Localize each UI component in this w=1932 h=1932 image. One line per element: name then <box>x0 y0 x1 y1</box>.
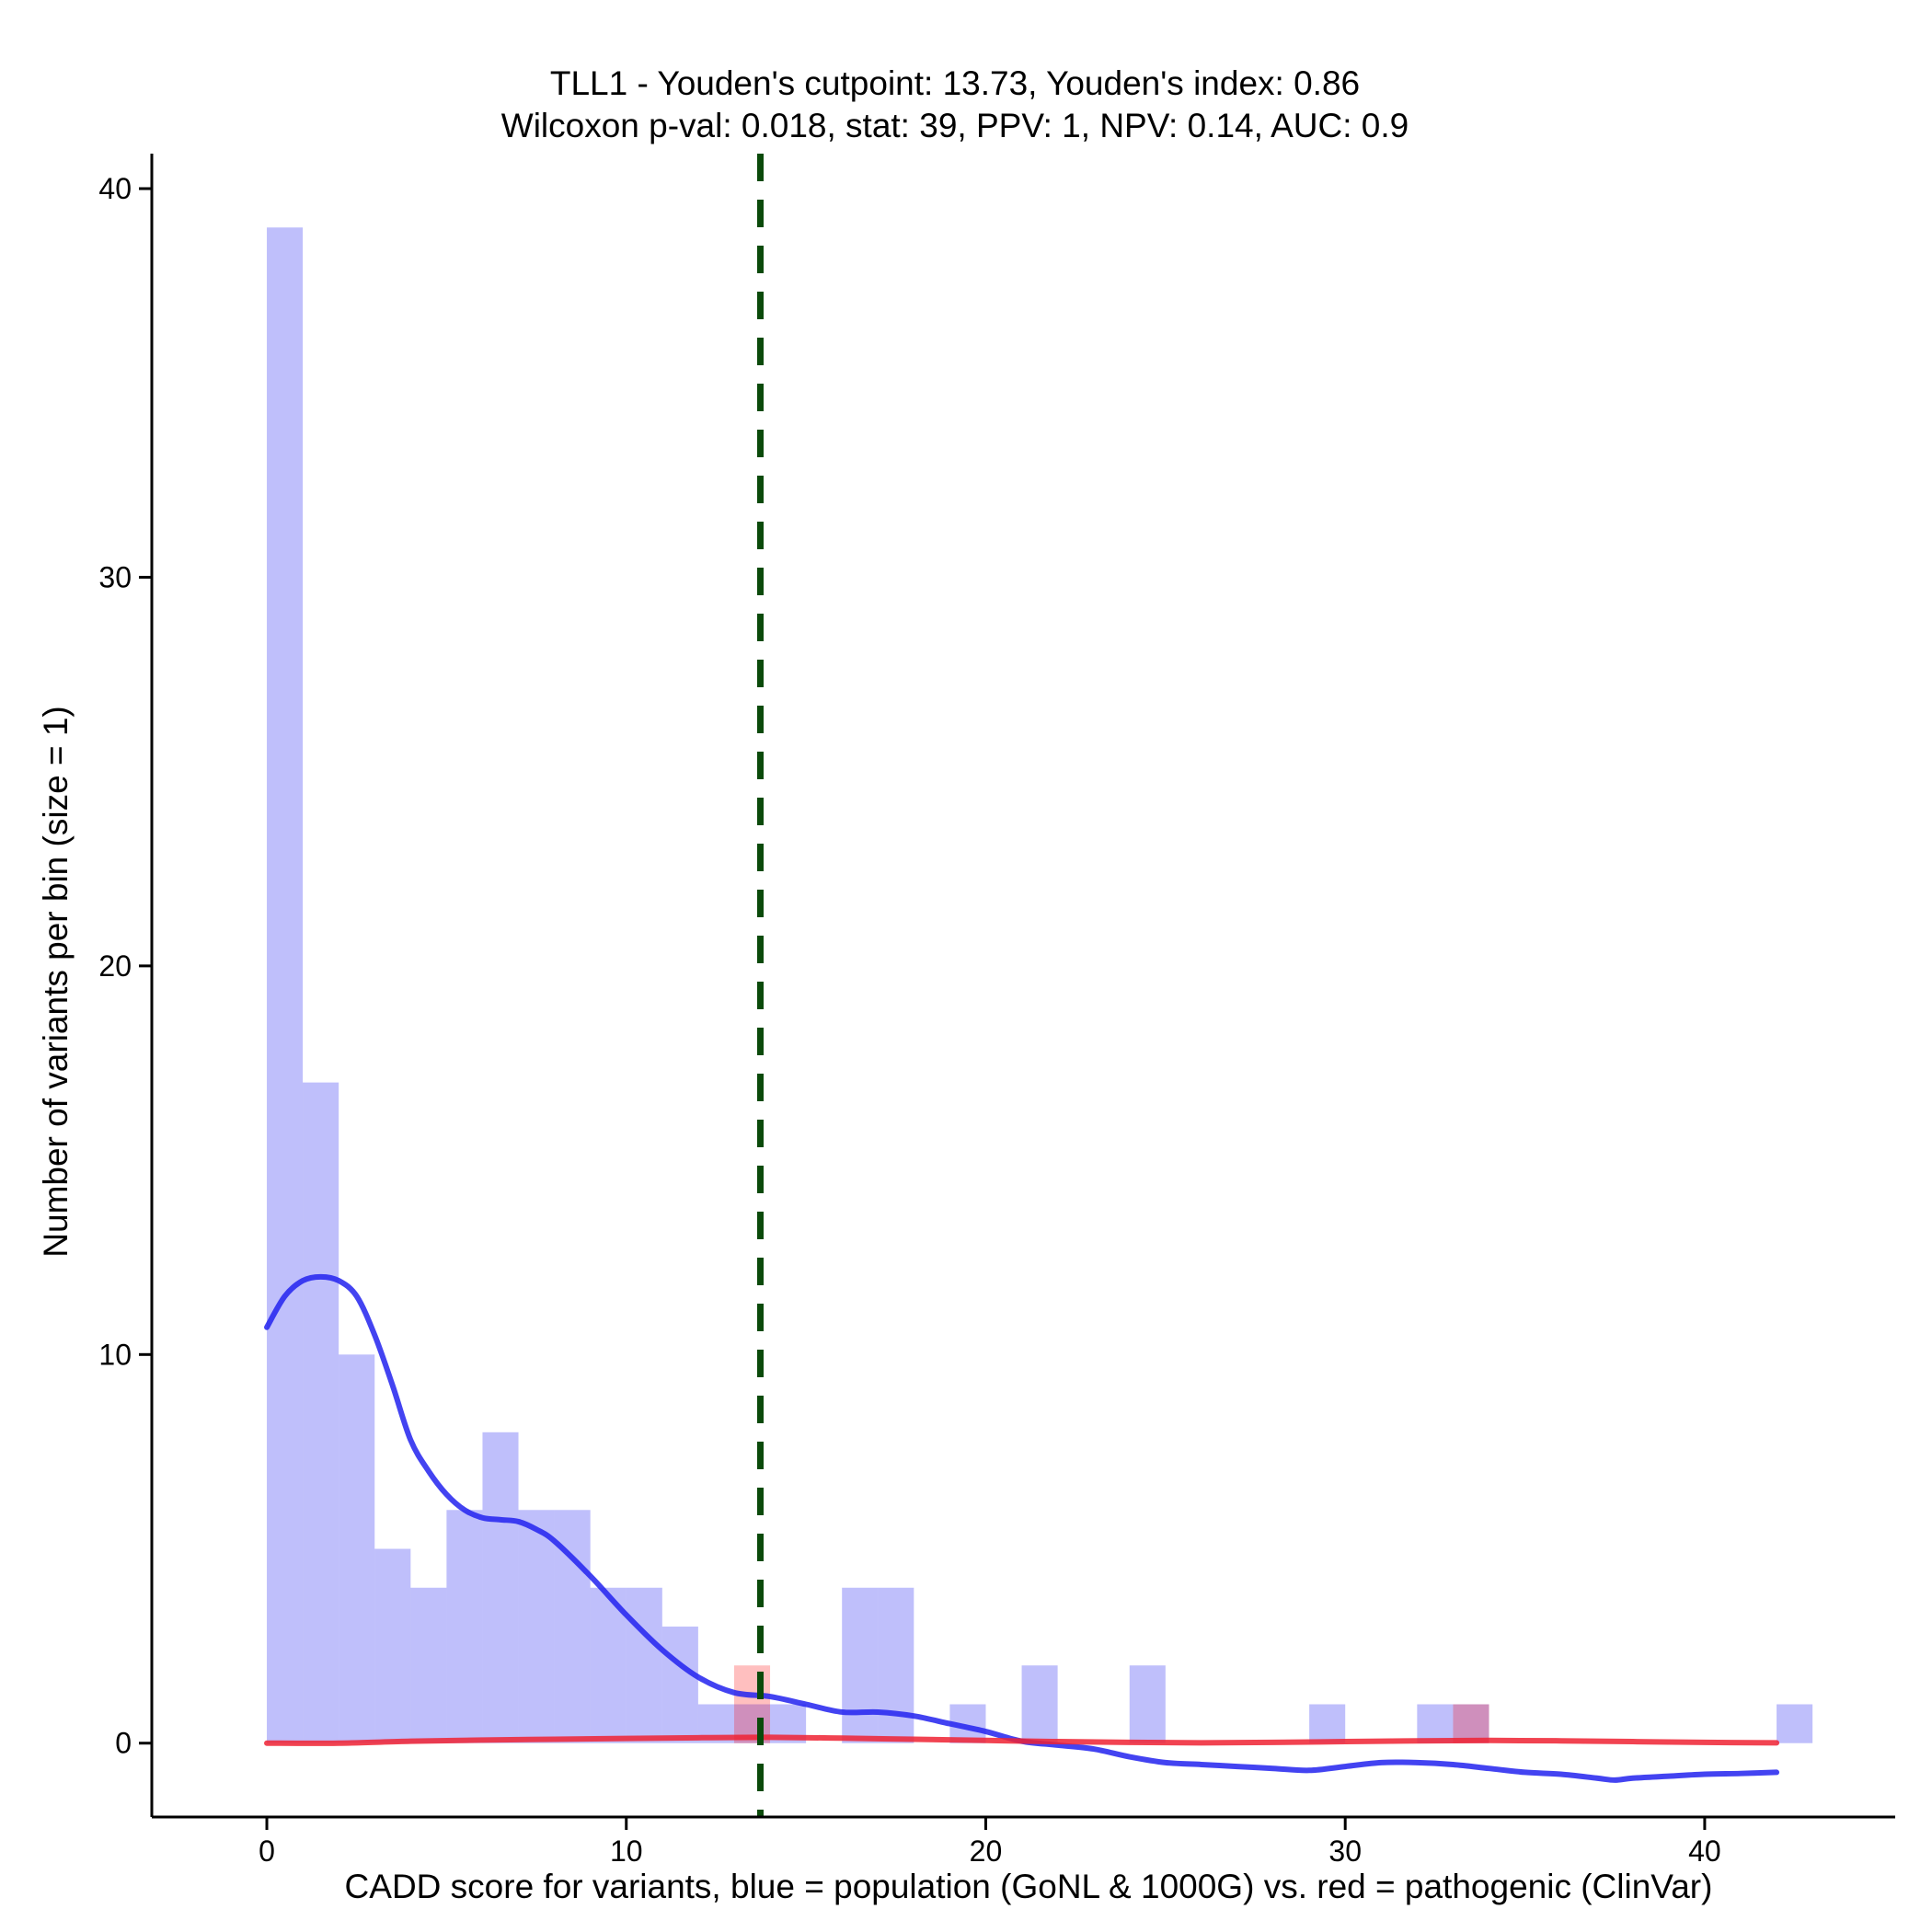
histogram-bar-population <box>303 1082 339 1743</box>
histogram-bar-population <box>410 1587 447 1743</box>
x-axis-label: CADD score for variants, blue = populati… <box>345 1868 1713 1905</box>
histogram-bar-population <box>1021 1665 1058 1743</box>
histogram-bar-pathogenic <box>733 1665 771 1743</box>
histogram-bar-population <box>374 1548 411 1743</box>
histogram-bar-population <box>1777 1704 1813 1743</box>
histogram-bar-population <box>446 1510 483 1743</box>
histogram-bar-population <box>626 1587 662 1743</box>
histogram-bar-pathogenic <box>1453 1704 1489 1743</box>
x-tick-label: 40 <box>1688 1834 1721 1868</box>
density-curve-pathogenic <box>264 1734 1780 1746</box>
y-tick-label: 0 <box>115 1727 132 1760</box>
histogram-bar-population <box>1453 1704 1489 1743</box>
y-tick-label: 20 <box>98 949 132 983</box>
histogram-bar-population <box>267 227 304 1743</box>
x-tick-label: 0 <box>259 1834 275 1868</box>
x-tick-label: 10 <box>610 1834 643 1868</box>
x-tick-label: 30 <box>1328 1834 1362 1868</box>
y-tick-label: 10 <box>98 1338 132 1371</box>
histogram-bar-population <box>1309 1704 1346 1743</box>
histogram-bar-population <box>1129 1665 1166 1743</box>
density-curve-population <box>264 1273 1780 1783</box>
histogram-bar-population <box>590 1587 627 1743</box>
histogram-bar-population <box>878 1587 914 1743</box>
histogram-bar-population <box>661 1627 698 1743</box>
chart-subtitle: Wilcoxon p-val: 0.018, stat: 39, PPV: 1,… <box>501 107 1409 144</box>
axes: 0 10 20 30 40 0 10 20 30 40 <box>98 154 1895 1868</box>
histogram-bar-population <box>842 1587 879 1743</box>
histogram-bar-population <box>518 1510 555 1743</box>
histogram-bar-population <box>1417 1704 1454 1743</box>
y-axis-label: Number of variants per bin (size = 1) <box>37 706 75 1257</box>
x-tick-label: 20 <box>970 1834 1003 1868</box>
histogram-bar-population <box>339 1354 375 1743</box>
y-tick-label: 30 <box>98 560 132 593</box>
histogram-bar-population <box>482 1432 519 1743</box>
plot-area <box>264 154 1813 1817</box>
chart-title: TLL1 - Youden's cutpoint: 13.73, Youden'… <box>550 64 1360 102</box>
y-tick-label: 40 <box>98 172 132 205</box>
